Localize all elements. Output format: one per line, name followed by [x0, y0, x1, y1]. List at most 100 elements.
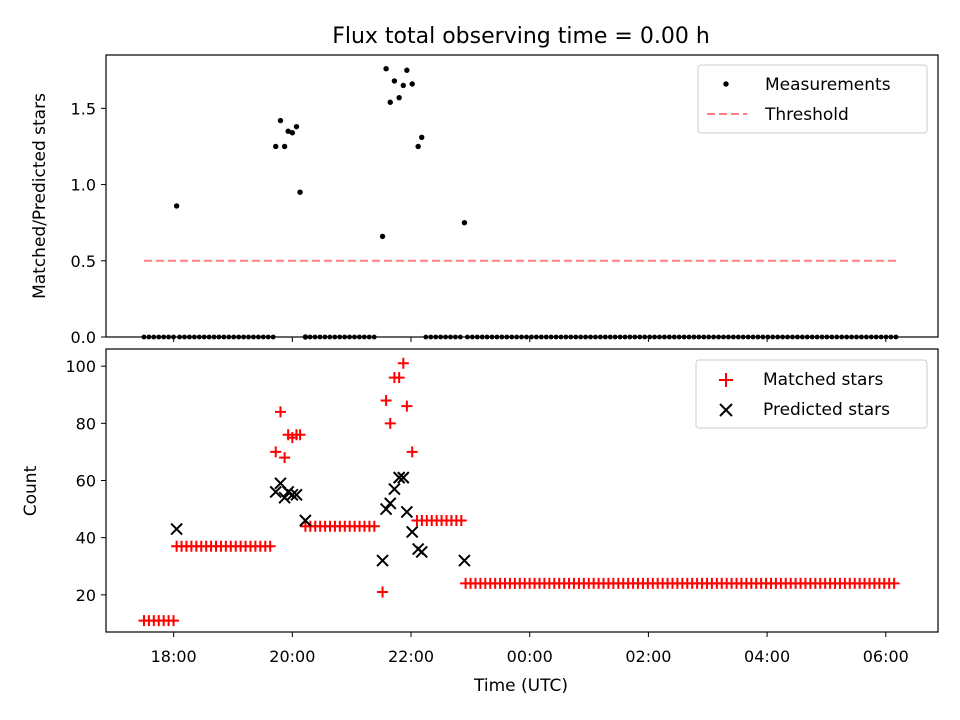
measurement-point: [706, 334, 712, 340]
measurement-point: [671, 334, 677, 340]
measurement-point: [657, 334, 662, 340]
measurement-point: [156, 334, 162, 340]
predicted-star-point: [299, 514, 312, 527]
measurement-point: [337, 334, 343, 340]
measurement-point: [602, 334, 608, 340]
measurement-point: [201, 334, 207, 340]
measurement-point: [696, 334, 702, 340]
measurements-legend-label: Measurements: [765, 75, 891, 95]
measurement-point: [448, 334, 453, 340]
measurement-point: [211, 334, 217, 340]
predicted-star-point: [392, 471, 406, 484]
measurement-point: [361, 334, 367, 340]
matched-star-point: [294, 429, 306, 441]
predicted-star-point: [406, 525, 419, 539]
measurement-point: [293, 123, 300, 130]
measurement-point: [681, 334, 687, 340]
measurement-point: [676, 334, 682, 340]
measurement-point: [524, 334, 529, 340]
top-x-axis: [173, 337, 887, 342]
measurement-point: [312, 334, 318, 340]
measurement-point: [457, 334, 463, 340]
measurement-point: [489, 334, 495, 340]
bottom-y-tick-label: 100: [65, 357, 96, 376]
measurement-point: [799, 334, 805, 340]
matched-legend-marker: [719, 373, 733, 387]
measurement-point: [824, 334, 830, 340]
measurement-point: [617, 334, 623, 340]
measurement-point: [297, 189, 303, 195]
measurement-point: [387, 99, 393, 105]
measurement-point: [765, 334, 771, 340]
predicted-star-point: [400, 505, 414, 519]
top-y-axis-label: Matched/Predicted stars: [30, 93, 50, 299]
measurement-point: [849, 334, 854, 340]
bottom-y-axis: 20 40 60 80 100: [65, 357, 106, 605]
measurement-point: [878, 334, 884, 340]
top-y-tick-label: 0.5: [71, 252, 96, 271]
measurement-point: [716, 334, 722, 340]
measurement-point: [548, 334, 554, 340]
measurement-point: [415, 143, 421, 150]
measurement-point: [236, 334, 242, 340]
top-y-tick-label: 1.0: [71, 176, 96, 195]
predicted-star-point: [290, 488, 303, 501]
measurement-point: [332, 334, 338, 340]
measurement-point: [529, 334, 534, 340]
measurement-point: [453, 334, 458, 340]
measurement-point: [484, 334, 490, 340]
top-y-axis: 0.0 0.5 1.0 1.5: [71, 99, 106, 347]
predicted-star-point: [269, 485, 282, 499]
x-tick-label: 06:00: [863, 647, 909, 666]
predicted-star-point: [379, 502, 393, 516]
matched-star-point: [397, 357, 409, 369]
measurement-point: [347, 334, 352, 340]
measurement-point: [379, 233, 386, 240]
measurement-point: [182, 334, 187, 340]
measurement-point: [519, 334, 524, 340]
measurement-point: [750, 334, 756, 340]
measurement-point: [151, 334, 157, 340]
predicted-star-point: [286, 488, 299, 501]
measurement-point: [775, 334, 781, 340]
measurement-point: [289, 130, 296, 136]
measurement-point: [438, 334, 444, 340]
measurement-point: [327, 334, 333, 340]
measurement-point: [342, 334, 348, 340]
measurement-point: [461, 219, 468, 226]
predicted-star-point: [384, 497, 397, 510]
measurement-point: [785, 334, 790, 340]
predicted-legend-label: Predicted stars: [763, 400, 890, 420]
measurement-point: [302, 334, 309, 340]
matched-star-point: [279, 452, 291, 464]
measurement-point: [573, 334, 579, 340]
measurement-point: [270, 334, 276, 340]
measurement-point: [790, 334, 795, 340]
measurement-point: [187, 334, 192, 340]
bottom-y-tick-label: 60: [76, 471, 96, 490]
measurement-point: [307, 334, 313, 340]
bottom-legend-box: [695, 359, 928, 429]
measurement-point: [494, 334, 500, 340]
bottom-legend: Matched stars Predicted stars: [695, 359, 928, 429]
top-legend: Measurements Threshold: [697, 64, 928, 134]
measurement-point: [578, 334, 584, 340]
measurement-point: [593, 334, 598, 340]
measurement-point: [251, 334, 256, 340]
measurement-point: [317, 334, 323, 340]
measurement-point: [419, 134, 425, 141]
predicted-star-point: [376, 554, 389, 567]
measurement-point: [509, 334, 515, 340]
measurement-point: [285, 128, 291, 134]
measurement-point: [231, 334, 237, 340]
measurement-point: [829, 334, 835, 340]
measurement-point: [514, 334, 520, 340]
measurement-point: [479, 334, 485, 340]
measurement-point: [504, 334, 510, 340]
measurement-point: [612, 334, 618, 340]
measurement-point: [730, 334, 736, 340]
measurement-point: [568, 334, 574, 340]
measurement-point: [404, 67, 410, 73]
measurement-point: [859, 334, 864, 340]
